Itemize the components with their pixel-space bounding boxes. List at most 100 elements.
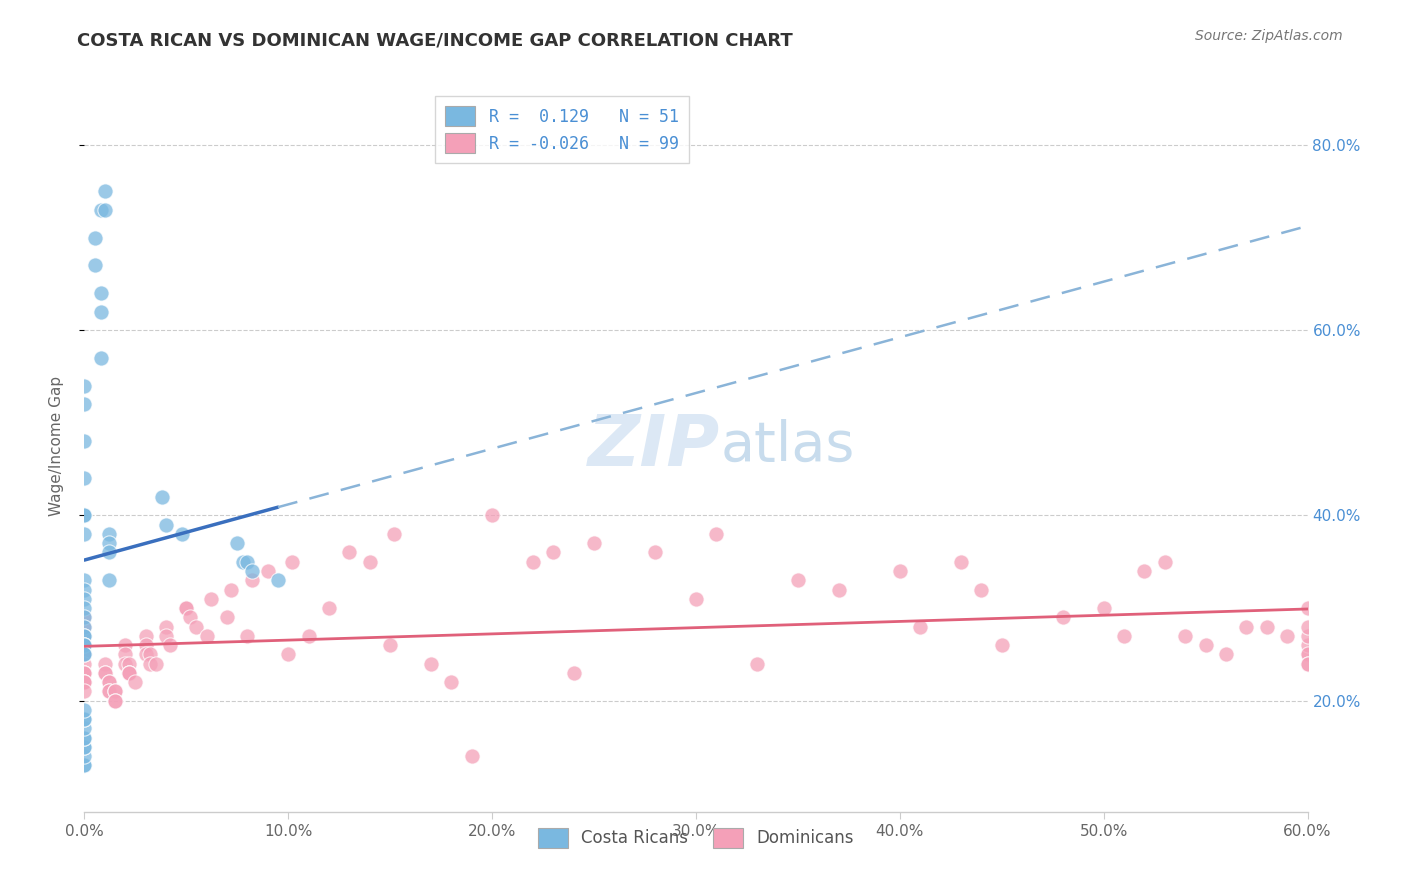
Point bbox=[73, 758, 96, 772]
Point bbox=[583, 536, 606, 550]
Point bbox=[104, 684, 127, 698]
Point bbox=[1296, 638, 1319, 652]
Point bbox=[1296, 629, 1319, 643]
Point bbox=[90, 304, 112, 318]
Point bbox=[73, 434, 96, 449]
Point bbox=[787, 574, 810, 588]
Point bbox=[118, 665, 141, 680]
Text: COSTA RICAN VS DOMINICAN WAGE/INCOME GAP CORRELATION CHART: COSTA RICAN VS DOMINICAN WAGE/INCOME GAP… bbox=[77, 31, 793, 49]
Point bbox=[97, 536, 120, 550]
Text: ZIP: ZIP bbox=[588, 411, 720, 481]
Point bbox=[1296, 648, 1319, 662]
Point bbox=[562, 665, 585, 680]
Point bbox=[124, 675, 146, 690]
Point bbox=[93, 665, 115, 680]
Point bbox=[910, 619, 932, 633]
Point bbox=[155, 619, 177, 633]
Point bbox=[104, 693, 127, 707]
Point bbox=[97, 527, 120, 541]
Point bbox=[73, 648, 96, 662]
Point bbox=[73, 619, 96, 633]
Point bbox=[172, 527, 194, 541]
Point bbox=[73, 739, 96, 754]
Point bbox=[97, 684, 120, 698]
Point bbox=[73, 665, 96, 680]
Point bbox=[440, 675, 463, 690]
Point bbox=[73, 629, 96, 643]
Point bbox=[267, 574, 290, 588]
Point bbox=[83, 259, 105, 273]
Point bbox=[90, 286, 112, 301]
Point bbox=[318, 601, 340, 615]
Point bbox=[73, 629, 96, 643]
Point bbox=[97, 675, 120, 690]
Point bbox=[135, 629, 157, 643]
Point bbox=[1296, 619, 1319, 633]
Point bbox=[1236, 619, 1258, 633]
Point bbox=[73, 703, 96, 717]
Point bbox=[1092, 601, 1115, 615]
Point bbox=[114, 657, 136, 671]
Point bbox=[93, 185, 115, 199]
Point bbox=[73, 648, 96, 662]
Point bbox=[236, 629, 259, 643]
Point bbox=[73, 638, 96, 652]
Point bbox=[1256, 619, 1278, 633]
Text: atlas: atlas bbox=[720, 419, 855, 473]
Point bbox=[232, 555, 254, 569]
Point bbox=[114, 648, 136, 662]
Point bbox=[200, 591, 222, 606]
Point bbox=[104, 684, 127, 698]
Point bbox=[73, 629, 96, 643]
Point bbox=[97, 675, 120, 690]
Point bbox=[138, 648, 160, 662]
Point bbox=[73, 574, 96, 588]
Point bbox=[73, 675, 96, 690]
Point bbox=[90, 351, 112, 365]
Point bbox=[1296, 648, 1319, 662]
Point bbox=[97, 545, 120, 559]
Point bbox=[257, 564, 280, 578]
Point bbox=[73, 619, 96, 633]
Point bbox=[97, 574, 120, 588]
Point bbox=[889, 564, 911, 578]
Point bbox=[73, 731, 96, 745]
Point bbox=[73, 527, 96, 541]
Point bbox=[73, 758, 96, 772]
Point bbox=[277, 648, 299, 662]
Point bbox=[298, 629, 321, 643]
Point bbox=[73, 675, 96, 690]
Point bbox=[481, 508, 503, 523]
Point bbox=[93, 665, 115, 680]
Point bbox=[73, 675, 96, 690]
Point bbox=[1296, 657, 1319, 671]
Point bbox=[73, 397, 96, 411]
Point bbox=[240, 574, 263, 588]
Point bbox=[73, 712, 96, 726]
Point bbox=[73, 508, 96, 523]
Point bbox=[73, 601, 96, 615]
Point bbox=[1114, 629, 1136, 643]
Point bbox=[73, 665, 96, 680]
Point bbox=[281, 555, 304, 569]
Point bbox=[159, 638, 181, 652]
Point bbox=[1052, 610, 1074, 624]
Point bbox=[73, 648, 96, 662]
Point bbox=[73, 379, 96, 393]
Point bbox=[706, 527, 728, 541]
Point bbox=[1195, 638, 1218, 652]
Point bbox=[73, 684, 96, 698]
Point bbox=[522, 555, 544, 569]
Point bbox=[991, 638, 1014, 652]
Point bbox=[93, 657, 115, 671]
Point bbox=[73, 739, 96, 754]
Point bbox=[217, 610, 239, 624]
Point bbox=[195, 629, 218, 643]
Point bbox=[135, 648, 157, 662]
Point bbox=[339, 545, 361, 559]
Point bbox=[359, 555, 381, 569]
Point bbox=[1277, 629, 1299, 643]
Point bbox=[380, 638, 402, 652]
Point bbox=[73, 610, 96, 624]
Point bbox=[118, 665, 141, 680]
